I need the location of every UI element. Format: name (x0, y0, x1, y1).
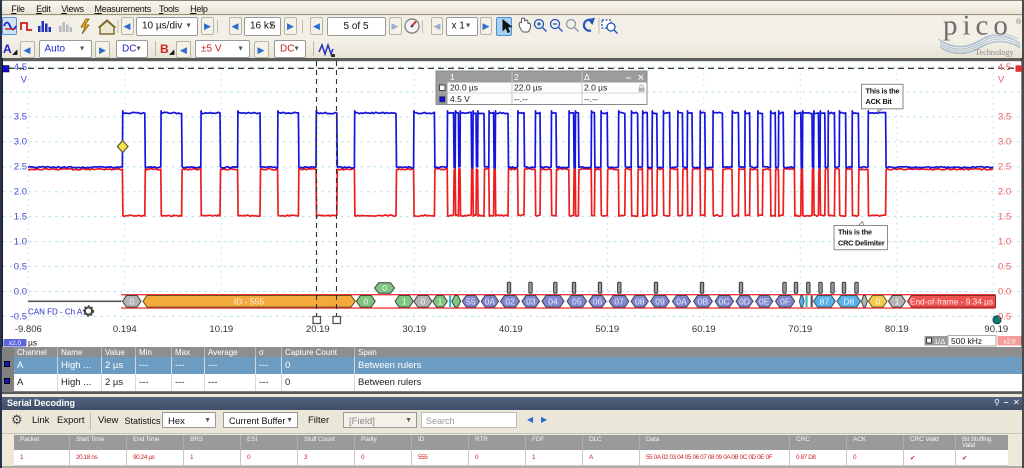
svg-text:4.5: 4.5 (14, 62, 27, 73)
svg-text:2: 2 (514, 72, 519, 82)
svg-text:60.19: 60.19 (692, 324, 716, 335)
svg-text:-9.806: -9.806 (15, 324, 42, 335)
svg-text:87: 87 (820, 296, 830, 306)
svg-text:03: 03 (526, 296, 536, 306)
svg-text:--.--: --.-- (584, 94, 598, 104)
svg-text:22.0 µs: 22.0 µs (514, 83, 542, 93)
svg-text:0D: 0D (739, 296, 750, 306)
svg-text:CAN FD - Ch A: CAN FD - Ch A (28, 308, 83, 317)
svg-text:CRC Delimiter: CRC Delimiter (838, 238, 885, 247)
svg-text:20.19: 20.19 (306, 324, 330, 335)
svg-text:05: 05 (572, 296, 582, 306)
svg-text:1: 1 (450, 72, 455, 82)
svg-text:2.5: 2.5 (14, 162, 27, 173)
svg-text:50.19: 50.19 (595, 324, 619, 335)
svg-text:x2.0: x2.0 (9, 340, 22, 347)
svg-text:3.5: 3.5 (14, 112, 27, 123)
svg-text:x2.0: x2.0 (1003, 339, 1016, 346)
svg-text:ID - 555: ID - 555 (234, 296, 265, 306)
svg-text:1/Δ: 1/Δ (934, 337, 945, 346)
svg-text:0: 0 (875, 296, 880, 306)
svg-text:2.5: 2.5 (998, 162, 1011, 173)
svg-text:80.19: 80.19 (885, 324, 909, 335)
svg-text:06: 06 (593, 296, 603, 306)
svg-text:0B: 0B (698, 296, 709, 306)
svg-text:09: 09 (655, 296, 665, 306)
svg-text:1: 1 (402, 296, 407, 306)
svg-text:55: 55 (466, 296, 476, 306)
svg-text:µs: µs (28, 338, 37, 348)
svg-text:–: – (626, 73, 631, 83)
svg-text:2.0: 2.0 (14, 187, 27, 198)
svg-text:0.0: 0.0 (14, 287, 27, 298)
svg-text:1.5: 1.5 (14, 212, 27, 223)
svg-text:0A: 0A (485, 296, 496, 306)
svg-text:This is the: This is the (866, 86, 900, 95)
svg-text:1.5: 1.5 (998, 212, 1011, 223)
svg-text:D8: D8 (843, 296, 854, 306)
svg-text:-0.5: -0.5 (11, 312, 27, 323)
svg-text:--.--: --.-- (514, 94, 528, 104)
svg-text:®: ® (1016, 18, 1022, 26)
svg-text:0.0: 0.0 (998, 287, 1011, 298)
svg-text:30.19: 30.19 (402, 324, 426, 335)
svg-text:0E: 0E (759, 296, 770, 306)
svg-text:3.0: 3.0 (998, 137, 1011, 148)
svg-text:70.19: 70.19 (788, 324, 812, 335)
svg-text:This is the: This is the (838, 228, 872, 237)
svg-text:Technology: Technology (975, 48, 1014, 57)
svg-text:3.5: 3.5 (998, 112, 1011, 123)
svg-text:0.194: 0.194 (113, 324, 137, 335)
svg-text:1: 1 (895, 296, 900, 306)
svg-text:90.19: 90.19 (984, 324, 1008, 335)
svg-text:0A: 0A (676, 296, 687, 306)
svg-text:0: 0 (129, 296, 134, 306)
svg-text:20.0 µs: 20.0 µs (450, 83, 478, 93)
svg-text:ACK Bit: ACK Bit (866, 97, 893, 106)
svg-text:pico: pico (943, 13, 1013, 42)
svg-text:40.19: 40.19 (499, 324, 523, 335)
svg-text:3.0: 3.0 (14, 137, 27, 148)
svg-text:08: 08 (635, 296, 645, 306)
svg-text:0: 0 (363, 296, 368, 306)
svg-text:0F: 0F (780, 296, 790, 306)
svg-text:0: 0 (382, 283, 387, 293)
svg-text:0.5: 0.5 (998, 262, 1011, 273)
svg-text:1.0: 1.0 (14, 237, 27, 248)
svg-text:2.0 µs: 2.0 µs (584, 83, 607, 93)
svg-text:10.19: 10.19 (209, 324, 233, 335)
svg-text:2.0: 2.0 (998, 187, 1011, 198)
svg-text:04: 04 (548, 296, 558, 306)
svg-text:0C: 0C (719, 296, 730, 306)
svg-text:0: 0 (421, 296, 426, 306)
svg-text:✕: ✕ (637, 73, 645, 83)
svg-text:V: V (998, 75, 1005, 86)
svg-text:500 kHz: 500 kHz (951, 336, 982, 346)
svg-text:07: 07 (614, 296, 624, 306)
svg-text:4.5: 4.5 (998, 62, 1011, 73)
svg-text:Δ: Δ (584, 72, 590, 82)
svg-text:4.5 V: 4.5 V (450, 94, 470, 104)
svg-text:0.5: 0.5 (14, 262, 27, 273)
svg-text:V: V (21, 75, 28, 86)
svg-text:1: 1 (438, 296, 443, 306)
svg-text:0.5: 0.5 (998, 312, 1011, 323)
svg-text:1.0: 1.0 (998, 237, 1011, 248)
svg-text:End-of-frame - 9.34 µs: End-of-frame - 9.34 µs (910, 296, 993, 306)
svg-text:02: 02 (505, 296, 515, 306)
